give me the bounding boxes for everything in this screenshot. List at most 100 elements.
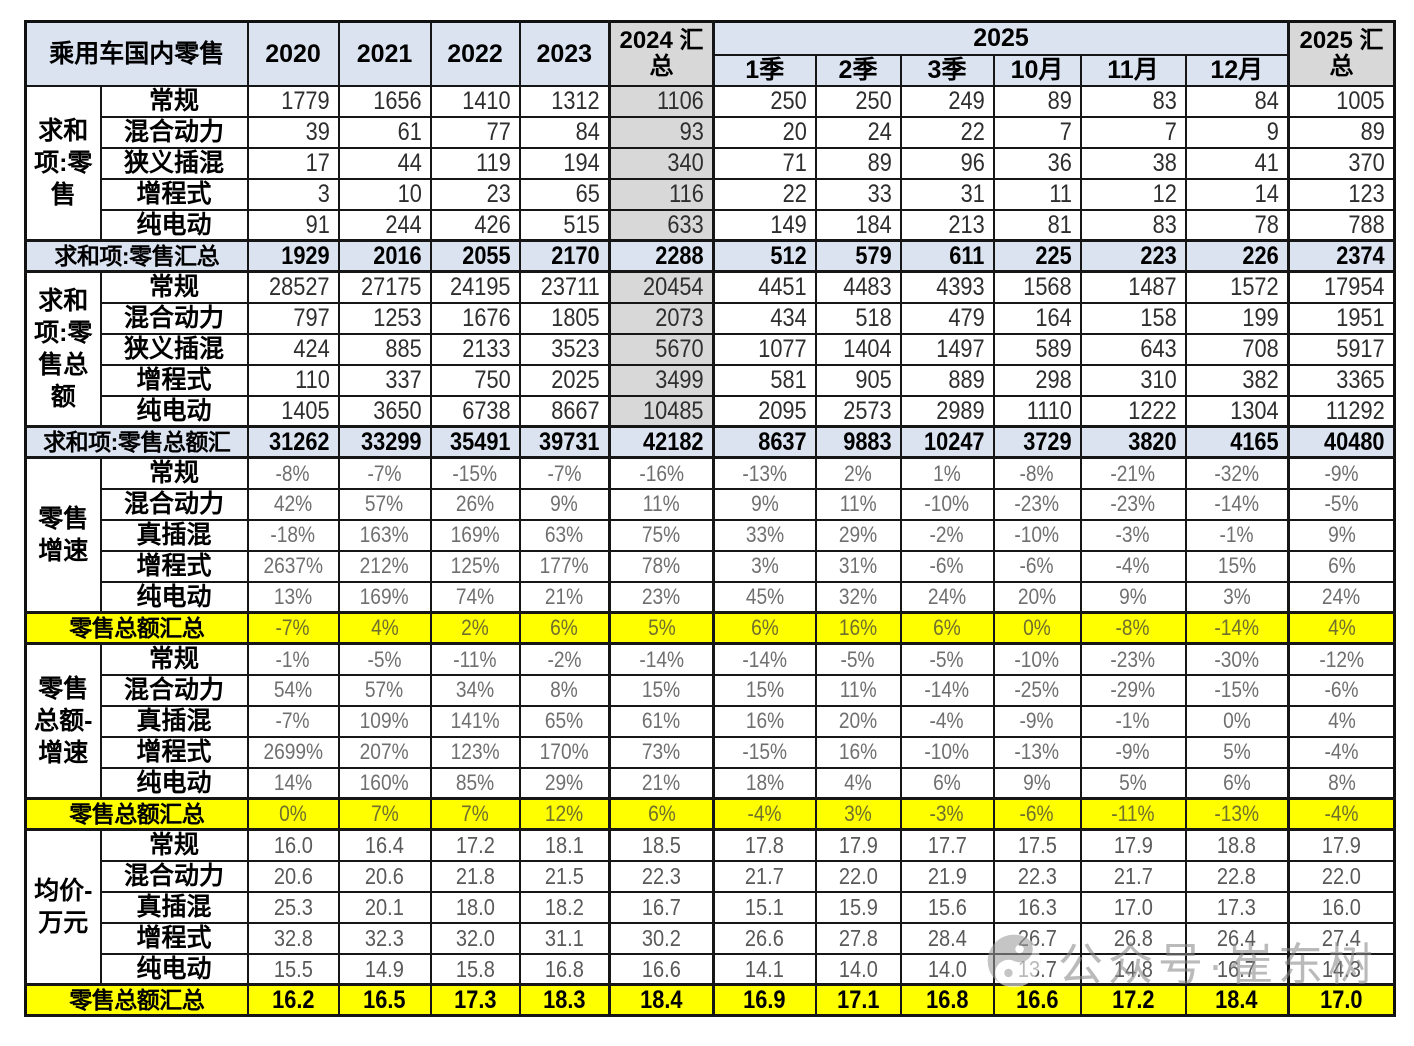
value-text: 14.8 — [1113, 955, 1153, 982]
value-cell: 16.6 — [608, 952, 715, 986]
value-cell: 71 — [712, 146, 817, 180]
value-cell: 6738 — [429, 394, 521, 428]
row-group-label: 求和项:零售 — [24, 84, 102, 242]
summary-value-cell: 579 — [814, 239, 902, 273]
table-header: 乘用车国内零售 2020 2021 2022 2023 2024 汇总 2025 2025 汇… — [24, 20, 1396, 87]
value-text: 15% — [745, 677, 784, 703]
value-text: 20.6 — [273, 862, 313, 889]
value-text: 250 — [855, 86, 892, 115]
value-cell: 434 — [712, 301, 817, 335]
value-text: 5917 — [1336, 334, 1385, 363]
summary-row: 零售总额汇总 -7% 4% 2% 6% 5% 6% 16% 6% 0% -8% -14% 4% — [24, 611, 1396, 645]
value-cell: 170% — [518, 735, 611, 769]
value-text: 32.0 — [455, 924, 495, 951]
value-text: -1% — [1115, 708, 1151, 734]
value-text: 643 — [1140, 334, 1177, 363]
value-text: 57% — [365, 677, 404, 703]
value-text: 194 — [563, 148, 600, 177]
value-text: 6% — [750, 615, 779, 641]
value-cell: -23% — [1079, 487, 1187, 521]
value-cell: 3499 — [608, 363, 715, 397]
value-text: -5% — [1324, 491, 1359, 517]
value-text: -4% — [929, 708, 965, 734]
value-text: -13% — [1214, 801, 1260, 827]
value-cell: 89 — [992, 84, 1082, 118]
value-text: 25.3 — [273, 893, 313, 920]
summary-value-cell: -8% — [1079, 611, 1187, 645]
value-text: 15.8 — [455, 955, 495, 982]
value-cell: 24% — [899, 580, 995, 614]
value-text: 75% — [642, 522, 681, 548]
value-cell: 20454 — [608, 270, 715, 304]
value-cell: 15% — [608, 673, 715, 707]
value-text: 20454 — [643, 273, 704, 302]
column-header-2025-total: 2025 汇总 — [1287, 20, 1396, 87]
value-text: 26.4 — [1217, 924, 1257, 951]
value-text: 18.5 — [642, 832, 681, 859]
value-cell: 249 — [899, 84, 995, 118]
value-cell: 22.0 — [1287, 859, 1396, 893]
value-cell: 9% — [518, 487, 611, 521]
value-text: -9% — [1115, 739, 1151, 765]
value-cell: 8% — [1287, 766, 1396, 800]
value-text: 16.2 — [271, 985, 315, 1014]
column-header-period: 3季 — [899, 53, 995, 87]
value-text: 31% — [838, 553, 878, 579]
value-cell: -15% — [1184, 673, 1290, 707]
header-row: 乘用车国内零售 2020 2021 2022 2023 2024 汇总 2025 2025 汇… — [24, 20, 1396, 87]
table-row: 求和项:零售总额 常规 28527 27175 24195 23711 20454 4451 4… — [24, 270, 1396, 428]
value-text: 4% — [1327, 615, 1356, 641]
value-text: 81 — [1047, 210, 1072, 239]
value-text: 158 — [1140, 303, 1177, 332]
value-cell: 23711 — [518, 270, 611, 304]
value-text: 8637 — [758, 427, 807, 456]
value-cell: -4% — [899, 704, 995, 738]
value-text: 611 — [949, 241, 985, 270]
table-row: 纯电动 13% 169% 74% 21% 23% 45% 32% 24% 20% 9% 3% 24% — [26, 580, 1396, 614]
value-cell: 6% — [1184, 766, 1290, 800]
value-cell: 39 — [246, 115, 340, 149]
value-text: 2073 — [655, 303, 704, 332]
value-text: 27175 — [361, 273, 422, 302]
value-text: 15.9 — [838, 893, 878, 920]
value-cell: 41 — [1184, 146, 1290, 180]
value-text: 16.0 — [273, 832, 313, 859]
value-cell: 8% — [518, 673, 611, 707]
value-cell: -9% — [1287, 456, 1396, 490]
summary-value-cell: 16.2 — [246, 983, 340, 1017]
value-cell: 2025 — [518, 363, 611, 397]
value-text: 3650 — [373, 396, 422, 425]
value-text: 169% — [360, 584, 409, 610]
value-cell: 581 — [712, 363, 817, 397]
value-cell: -5% — [814, 642, 902, 676]
value-cell: -1% — [1079, 704, 1187, 738]
value-cell: 18.1 — [518, 828, 611, 862]
value-text: 28527 — [269, 273, 330, 302]
value-text: 17.2 — [1111, 985, 1155, 1014]
value-text: 16.8 — [925, 985, 969, 1014]
value-cell: -6% — [1287, 673, 1396, 707]
value-cell: 96 — [899, 146, 995, 180]
value-text: 7% — [461, 801, 489, 827]
value-cell: 23% — [608, 580, 715, 614]
value-text: -15% — [1214, 677, 1260, 703]
value-text: 310 — [1140, 365, 1177, 394]
value-text: 21.7 — [1113, 862, 1153, 889]
value-text: -23% — [1014, 491, 1060, 517]
value-cell: 24% — [1287, 580, 1396, 614]
value-cell: 65 — [518, 177, 611, 211]
value-cell: 74% — [429, 580, 521, 614]
value-cell: 2699% — [246, 735, 340, 769]
summary-value-cell: 9883 — [814, 425, 902, 459]
value-cell: -11% — [429, 642, 521, 676]
value-cell: 199 — [1184, 301, 1290, 335]
value-cell: 9% — [1287, 518, 1396, 552]
summary-value-cell: 4% — [1287, 611, 1396, 645]
value-text: 1404 — [843, 334, 892, 363]
summary-value-cell: 42182 — [608, 425, 715, 459]
value-cell: 15% — [712, 673, 817, 707]
value-cell: 589 — [992, 332, 1082, 366]
value-text: 1222 — [1128, 396, 1177, 425]
value-cell: 78% — [608, 549, 715, 583]
value-text: 1% — [933, 460, 961, 486]
